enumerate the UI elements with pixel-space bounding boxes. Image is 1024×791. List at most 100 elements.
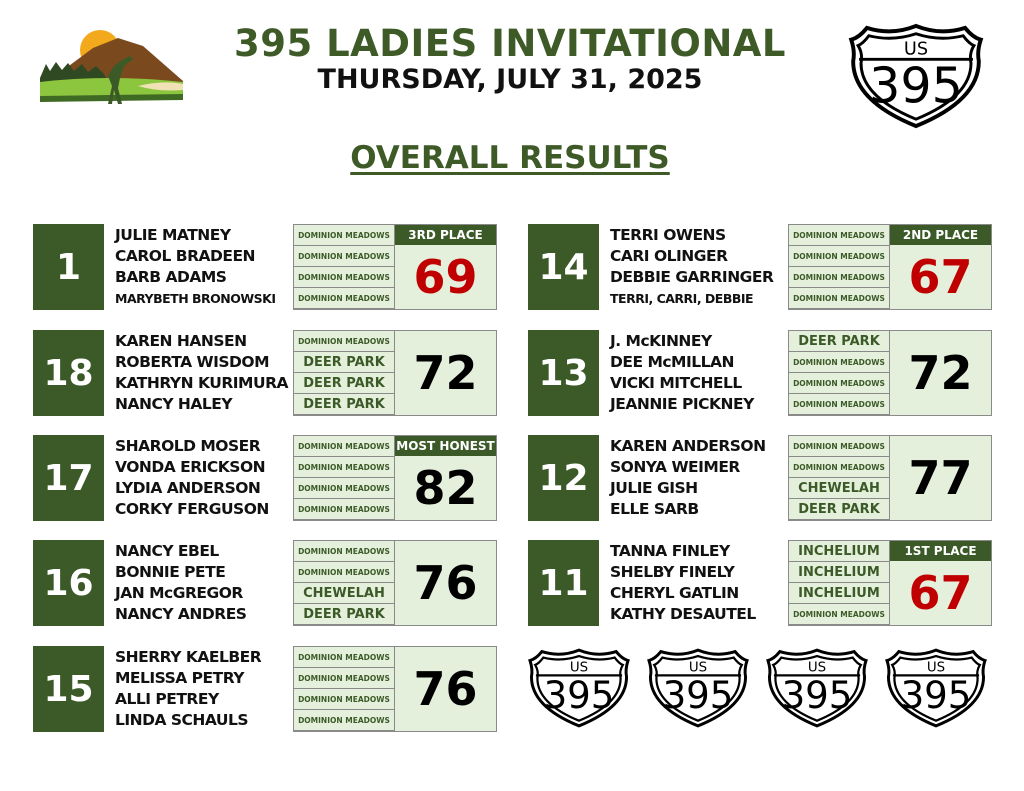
player-name: BONNIE PETE [115, 563, 226, 581]
player-name: ROBERTA WISDOM [115, 353, 270, 371]
shield-number: 395 [544, 674, 615, 717]
team-card: 11 TANNA FINLEY SHELBY FINELY CHERYL GATLIN… [528, 540, 992, 626]
player-list: SHERRY KAELBER MELISSA PETRY ALLI PETREY LI… [115, 647, 295, 731]
home-course: DOMINION MEADOWS [789, 394, 890, 415]
player-list: SHAROLD MOSER VONDA ERICKSON LYDIA ANDERSO… [115, 436, 295, 520]
course-score-table: DEER PARK DOMINION MEADOWS DOMINION MEADOW… [788, 330, 992, 416]
shield-number: 395 [663, 674, 734, 717]
player-name: DEE McMILLAN [610, 353, 734, 371]
home-course: DOMINION MEADOWS [294, 331, 395, 352]
player-name: JULIE GISH [610, 479, 698, 497]
team-score: 76 [413, 662, 478, 716]
shield-number: 395 [869, 57, 963, 115]
shield-us-text: US [689, 661, 707, 676]
home-course: CHEWELAH [294, 583, 395, 604]
team-card: 17 SHAROLD MOSER VONDA ERICKSON LYDIA ANDER… [33, 435, 497, 521]
team-score: 72 [413, 346, 478, 400]
home-course: DOMINION MEADOWS [294, 562, 395, 583]
home-course: DOMINION MEADOWS [294, 267, 395, 288]
home-course: DOMINION MEADOWS [294, 288, 395, 309]
team-card: 16 NANCY EBEL BONNIE PETE JAN McGREGOR NANCY… [33, 540, 497, 626]
golf-logo [40, 30, 183, 104]
player-name: JULIE MATNEY [115, 226, 231, 244]
player-name: LINDA SCHAULS [115, 711, 249, 729]
course-score-table: DOMINION MEADOWS DOMINION MEADOWS DOMINION… [293, 224, 497, 310]
home-course: DOMINION MEADOWS [789, 604, 890, 625]
player-name: SHAROLD MOSER [115, 437, 261, 455]
team-score: 67 [908, 250, 973, 304]
player-list: NANCY EBEL BONNIE PETE JAN McGREGOR NANCY A… [115, 541, 295, 625]
home-course: DOMINION MEADOWS [294, 478, 395, 499]
player-name: ELLE SARB [610, 500, 699, 518]
shield-us-text: US [927, 661, 945, 676]
course-score-table: DOMINION MEADOWS DOMINION MEADOWS DOMINION… [788, 224, 992, 310]
home-course: DOMINION MEADOWS [294, 689, 395, 710]
team-number: 14 [528, 224, 599, 310]
course-score-table: DOMINION MEADOWS DOMINION MEADOWS CHEWELAH… [293, 540, 497, 626]
team-score: 69 [413, 250, 478, 304]
home-course: DOMINION MEADOWS [294, 668, 395, 689]
player-name: DEBBIE GARRINGER [610, 268, 774, 286]
home-course: DEER PARK [294, 352, 395, 373]
home-course: DOMINION MEADOWS [789, 373, 890, 394]
team-score: 77 [908, 451, 973, 505]
home-course: DEER PARK [789, 331, 890, 352]
home-course: DOMINION MEADOWS [789, 288, 890, 309]
player-name: NANCY EBEL [115, 542, 219, 560]
player-name: NANCY HALEY [115, 395, 233, 413]
home-course: INCHELIUM [789, 541, 890, 562]
home-course: DOMINION MEADOWS [294, 541, 395, 562]
player-name: TANNA FINLEY [610, 542, 730, 560]
home-course: DOMINION MEADOWS [789, 457, 890, 478]
team-card: 1 JULIE MATNEY CAROL BRADEEN BARB ADAMS MARY… [33, 224, 497, 310]
course-score-table: DOMINION MEADOWS DEER PARK DEER PARK DEER P… [293, 330, 497, 416]
home-course: DOMINION MEADOWS [789, 225, 890, 246]
shield-number: 395 [782, 674, 853, 717]
shield-number: 395 [901, 674, 972, 717]
player-name: KAREN ANDERSON [610, 437, 766, 455]
player-name: NANCY ANDRES [115, 605, 247, 623]
home-course: DOMINION MEADOWS [789, 436, 890, 457]
player-name: CORKY FERGUSON [115, 500, 269, 518]
player-name: KATHY DESAUTEL [610, 605, 756, 623]
player-name: KAREN HANSEN [115, 332, 247, 350]
player-name: CAROL BRADEEN [115, 247, 256, 265]
team-card: 12 KAREN ANDERSON SONYA WEIMER JULIE GISH EL… [528, 435, 992, 521]
home-course: CHEWELAH [789, 478, 890, 499]
player-list: KAREN ANDERSON SONYA WEIMER JULIE GISH ELLE… [610, 436, 790, 520]
home-course: DOMINION MEADOWS [294, 499, 395, 520]
player-list: JULIE MATNEY CAROL BRADEEN BARB ADAMS MARYB… [115, 225, 295, 309]
player-list: TANNA FINLEY SHELBY FINELY CHERYL GATLIN KA… [610, 541, 790, 625]
team-number: 13 [528, 330, 599, 416]
player-name: SONYA WEIMER [610, 458, 740, 476]
team-card: 15 SHERRY KAELBER MELISSA PETRY ALLI PETREY… [33, 646, 497, 732]
home-course: DEER PARK [294, 604, 395, 625]
shield-us-text: US [808, 661, 826, 676]
course-score-table: INCHELIUM INCHELIUM INCHELIUM DOMINION MEAD… [788, 540, 992, 626]
player-name: TERRI, CARRI, DEBBIE [610, 291, 754, 306]
course-score-table: DOMINION MEADOWS DOMINION MEADOWS DOMINION… [293, 646, 497, 732]
player-list: J. McKINNEY DEE McMILLAN VICKI MITCHELL JEA… [610, 331, 790, 415]
player-name: JEANNIE PICKNEY [610, 395, 754, 413]
team-score: 72 [908, 346, 973, 400]
player-name: VICKI MITCHELL [610, 374, 742, 392]
award-label: 1ST PLACE [890, 541, 991, 561]
shield-us-text: US [904, 39, 928, 59]
course-score-table: DOMINION MEADOWS DOMINION MEADOWS DOMINION… [293, 435, 497, 521]
course-score-table: DOMINION MEADOWS DOMINION MEADOWS CHEWELAH… [788, 435, 992, 521]
player-list: KAREN HANSEN ROBERTA WISDOM KATHRYN KURIMU… [115, 331, 295, 415]
event-title: 395 LADIES INVITATIONAL [233, 22, 786, 65]
team-score: 67 [908, 566, 973, 620]
player-name: VONDA ERICKSON [115, 458, 266, 476]
player-name: BARB ADAMS [115, 268, 227, 286]
shield-us-text: US [570, 661, 588, 676]
player-name: MARYBETH BRONOWSKI [115, 291, 276, 306]
player-name: KATHRYN KURIMURA [115, 374, 289, 392]
player-name: SHERRY KAELBER [115, 648, 262, 666]
player-name: TERRI OWENS [610, 226, 726, 244]
home-course: DOMINION MEADOWS [294, 647, 395, 668]
